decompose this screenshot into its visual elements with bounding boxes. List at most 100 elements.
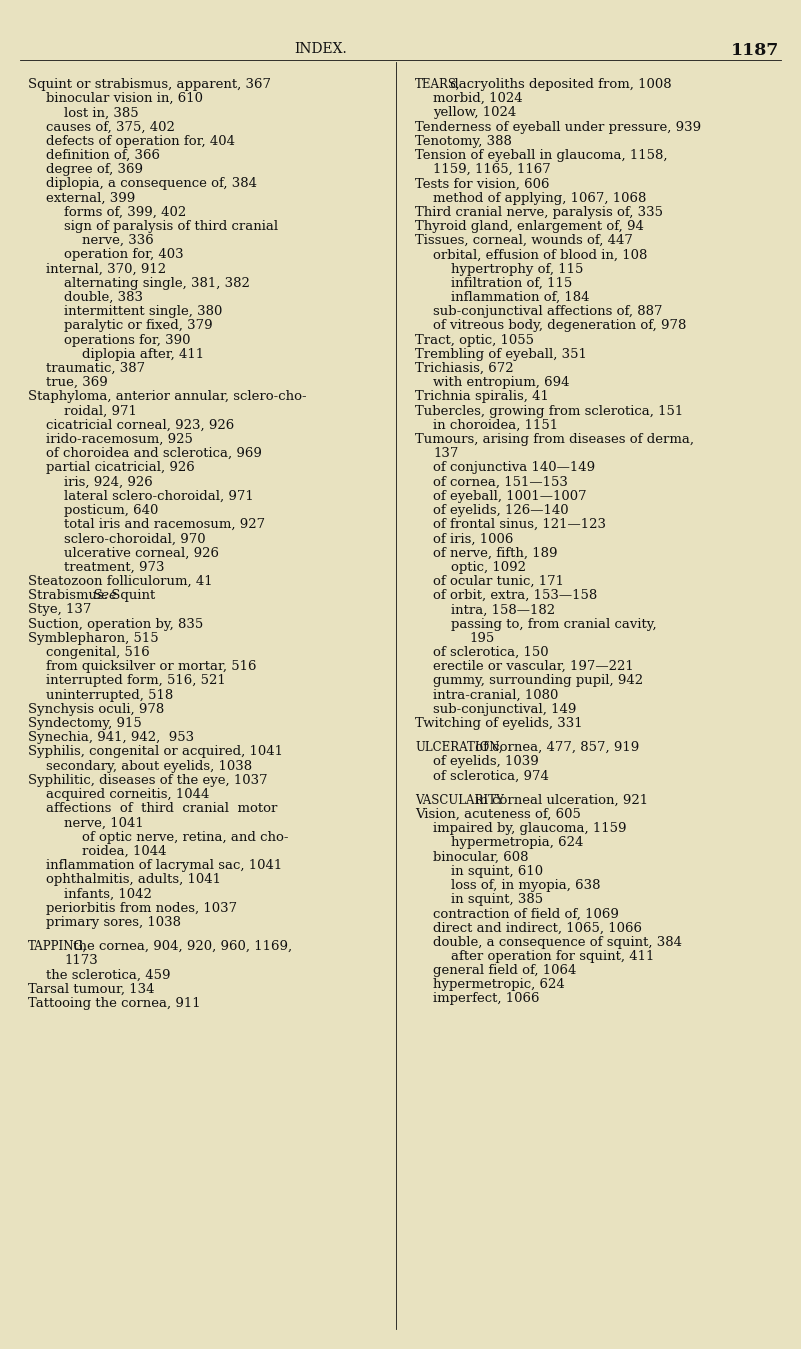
Text: primary sores, 1038: primary sores, 1038: [46, 916, 181, 929]
Text: Syphilitic, diseases of the eye, 1037: Syphilitic, diseases of the eye, 1037: [28, 774, 268, 786]
Text: diplopia, a consequence of, 384: diplopia, a consequence of, 384: [46, 178, 257, 190]
Text: causes of, 375, 402: causes of, 375, 402: [46, 120, 175, 134]
Text: inflammation of, 184: inflammation of, 184: [451, 291, 590, 304]
Text: Tract, optic, 1055: Tract, optic, 1055: [415, 333, 534, 347]
Text: sub-conjunctival affections of, 887: sub-conjunctival affections of, 887: [433, 305, 662, 318]
Text: ulcerative corneal, 926: ulcerative corneal, 926: [64, 546, 219, 560]
Text: interrupted form, 516, 521: interrupted form, 516, 521: [46, 674, 226, 688]
Text: uninterrupted, 518: uninterrupted, 518: [46, 688, 173, 701]
Text: gummy, surrounding pupil, 942: gummy, surrounding pupil, 942: [433, 674, 643, 688]
Text: of frontal sinus, 121—123: of frontal sinus, 121—123: [433, 518, 606, 532]
Text: affections  of  third  cranial  motor: affections of third cranial motor: [46, 803, 277, 815]
Text: Vision, acuteness of, 605: Vision, acuteness of, 605: [415, 808, 581, 822]
Text: of nerve, fifth, 189: of nerve, fifth, 189: [433, 546, 557, 560]
Text: TEARS,: TEARS,: [415, 78, 461, 90]
Text: Squint: Squint: [107, 590, 155, 602]
Text: optic, 1092: optic, 1092: [451, 561, 526, 573]
Text: partial cicatricial, 926: partial cicatricial, 926: [46, 461, 195, 475]
Text: posticum, 640: posticum, 640: [64, 505, 159, 517]
Text: 195: 195: [469, 631, 494, 645]
Text: sign of paralysis of third cranial: sign of paralysis of third cranial: [64, 220, 278, 233]
Text: double, a consequence of squint, 384: double, a consequence of squint, 384: [433, 936, 682, 948]
Text: true, 369: true, 369: [46, 376, 108, 390]
Text: of eyeball, 1001—1007: of eyeball, 1001—1007: [433, 490, 586, 503]
Text: double, 383: double, 383: [64, 291, 143, 304]
Text: passing to, from cranial cavity,: passing to, from cranial cavity,: [451, 618, 657, 630]
Text: Symblepharon, 515: Symblepharon, 515: [28, 631, 159, 645]
Text: See: See: [92, 590, 117, 602]
Text: treatment, 973: treatment, 973: [64, 561, 164, 573]
Text: inflammation of lacrymal sac, 1041: inflammation of lacrymal sac, 1041: [46, 859, 282, 871]
Text: degree of, 369: degree of, 369: [46, 163, 143, 177]
Text: impaired by, glaucoma, 1159: impaired by, glaucoma, 1159: [433, 822, 626, 835]
Text: orbital, effusion of blood in, 108: orbital, effusion of blood in, 108: [433, 248, 647, 262]
Text: definition of, 366: definition of, 366: [46, 148, 160, 162]
Text: periorbitis from nodes, 1037: periorbitis from nodes, 1037: [46, 901, 237, 915]
Text: infants, 1042: infants, 1042: [64, 888, 152, 900]
Text: intra, 158—182: intra, 158—182: [451, 603, 555, 616]
Text: in squint, 610: in squint, 610: [451, 865, 543, 878]
Text: operation for, 403: operation for, 403: [64, 248, 183, 262]
Text: in choroidea, 1151: in choroidea, 1151: [433, 418, 558, 432]
Text: acquired corneitis, 1044: acquired corneitis, 1044: [46, 788, 209, 801]
Text: of eyelids, 126—140: of eyelids, 126—140: [433, 505, 569, 517]
Text: sclero-choroidal, 970: sclero-choroidal, 970: [64, 533, 206, 545]
Text: erectile or vascular, 197—221: erectile or vascular, 197—221: [433, 660, 634, 673]
Text: Tarsal tumour, 134: Tarsal tumour, 134: [28, 982, 155, 996]
Text: nerve, 1041: nerve, 1041: [64, 816, 143, 830]
Text: of eyelids, 1039: of eyelids, 1039: [433, 755, 539, 769]
Text: binocular vision in, 610: binocular vision in, 610: [46, 92, 203, 105]
Text: Steatozoon folliculorum, 41: Steatozoon folliculorum, 41: [28, 575, 212, 588]
Text: iris, 924, 926: iris, 924, 926: [64, 476, 153, 488]
Text: of iris, 1006: of iris, 1006: [433, 533, 513, 545]
Text: Strabismus.: Strabismus.: [28, 590, 116, 602]
Text: infiltration of, 115: infiltration of, 115: [451, 277, 572, 290]
Text: Staphyloma, anterior annular, sclero-cho-: Staphyloma, anterior annular, sclero-cho…: [28, 390, 307, 403]
Text: paralytic or fixed, 379: paralytic or fixed, 379: [64, 320, 212, 332]
Text: ophthalmitis, adults, 1041: ophthalmitis, adults, 1041: [46, 873, 221, 886]
Text: with entropium, 694: with entropium, 694: [433, 376, 570, 390]
Text: cicatricial corneal, 923, 926: cicatricial corneal, 923, 926: [46, 418, 234, 432]
Text: Suction, operation by, 835: Suction, operation by, 835: [28, 618, 203, 630]
Text: Tattooing the cornea, 911: Tattooing the cornea, 911: [28, 997, 200, 1010]
Text: of orbit, extra, 153—158: of orbit, extra, 153—158: [433, 590, 598, 602]
Text: binocular, 608: binocular, 608: [433, 850, 529, 863]
Text: 1187: 1187: [731, 42, 779, 59]
Text: in squint, 385: in squint, 385: [451, 893, 543, 907]
Text: VASCULARITY: VASCULARITY: [415, 793, 504, 807]
Text: Tumours, arising from diseases of derma,: Tumours, arising from diseases of derma,: [415, 433, 694, 447]
Text: INDEX.: INDEX.: [294, 42, 347, 57]
Text: of conjunctiva 140—149: of conjunctiva 140—149: [433, 461, 595, 475]
Text: Tension of eyeball in glaucoma, 1158,: Tension of eyeball in glaucoma, 1158,: [415, 148, 667, 162]
Text: diplopia after, 411: diplopia after, 411: [82, 348, 204, 360]
Text: Synechia, 941, 942,  953: Synechia, 941, 942, 953: [28, 731, 194, 745]
Text: hypermetropic, 624: hypermetropic, 624: [433, 978, 565, 992]
Text: forms of, 399, 402: forms of, 399, 402: [64, 206, 187, 219]
Text: direct and indirect, 1065, 1066: direct and indirect, 1065, 1066: [433, 921, 642, 935]
Text: after operation for squint, 411: after operation for squint, 411: [451, 950, 654, 963]
Text: of choroidea and sclerotica, 969: of choroidea and sclerotica, 969: [46, 448, 262, 460]
Text: of ocular tunic, 171: of ocular tunic, 171: [433, 575, 564, 588]
Text: Tests for vision, 606: Tests for vision, 606: [415, 178, 549, 190]
Text: intra-cranial, 1080: intra-cranial, 1080: [433, 688, 558, 701]
Text: external, 399: external, 399: [46, 192, 135, 205]
Text: of vitreous body, degeneration of, 978: of vitreous body, degeneration of, 978: [433, 320, 686, 332]
Text: nerve, 336: nerve, 336: [82, 235, 154, 247]
Text: Tissues, corneal, wounds of, 447: Tissues, corneal, wounds of, 447: [415, 235, 633, 247]
Text: of cornea, 477, 857, 919: of cornea, 477, 857, 919: [471, 741, 639, 754]
Text: congenital, 516: congenital, 516: [46, 646, 150, 660]
Text: 137: 137: [433, 448, 458, 460]
Text: of sclerotica, 974: of sclerotica, 974: [433, 769, 549, 782]
Text: 1159, 1165, 1167: 1159, 1165, 1167: [433, 163, 551, 177]
Text: Third cranial nerve, paralysis of, 335: Third cranial nerve, paralysis of, 335: [415, 206, 663, 219]
Text: 1173: 1173: [64, 954, 98, 967]
Text: Trichiasis, 672: Trichiasis, 672: [415, 362, 513, 375]
Text: Syndectomy, 915: Syndectomy, 915: [28, 718, 142, 730]
Text: roidal, 971: roidal, 971: [64, 405, 137, 418]
Text: Tenderness of eyeball under pressure, 939: Tenderness of eyeball under pressure, 93…: [415, 120, 701, 134]
Text: Tubercles, growing from sclerotica, 151: Tubercles, growing from sclerotica, 151: [415, 405, 683, 418]
Text: Tenotomy, 388: Tenotomy, 388: [415, 135, 512, 148]
Text: the cornea, 904, 920, 960, 1169,: the cornea, 904, 920, 960, 1169,: [69, 940, 292, 952]
Text: method of applying, 1067, 1068: method of applying, 1067, 1068: [433, 192, 646, 205]
Text: loss of, in myopia, 638: loss of, in myopia, 638: [451, 880, 601, 892]
